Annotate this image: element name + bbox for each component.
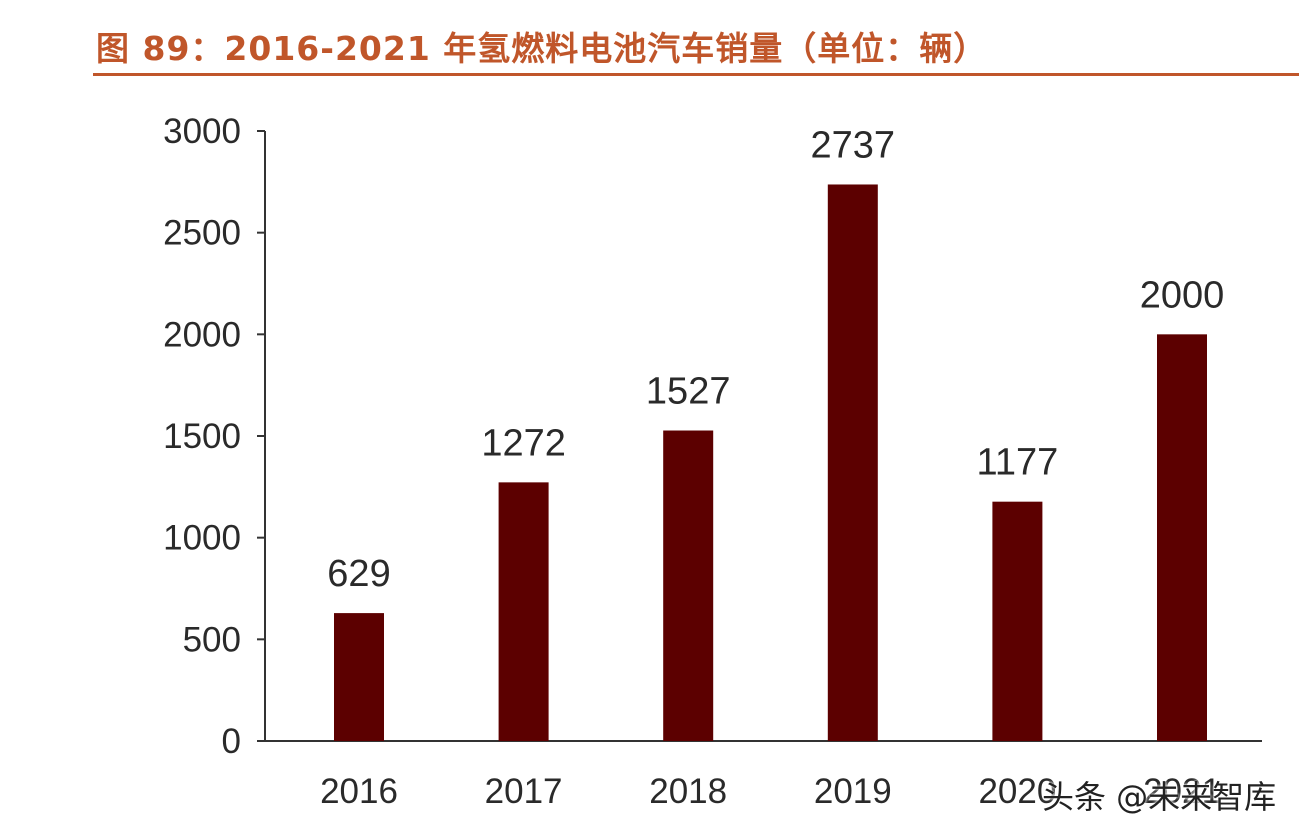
- data-label-2020: 1177: [977, 442, 1059, 484]
- data-label-2019: 2737: [811, 124, 896, 166]
- watermark: 头条 @未来智库: [1042, 778, 1277, 816]
- y-tick-label: 2000: [163, 315, 241, 354]
- data-label-2017: 1272: [481, 422, 566, 464]
- y-tick-label: 2500: [163, 214, 241, 253]
- bar-2020: [992, 501, 1043, 741]
- y-tick-label: 1000: [163, 519, 241, 558]
- bars: [334, 184, 1207, 741]
- y-tick-label: 0: [222, 722, 241, 761]
- chart-title: 图 89：2016-2021 年氢燃料电池汽车销量（单位：辆）: [96, 29, 988, 68]
- x-tick-label-2019: 2019: [814, 772, 892, 811]
- data-label-2016: 629: [327, 553, 390, 595]
- bar-2019: [827, 184, 878, 741]
- data-label-2021: 2000: [1140, 274, 1225, 316]
- bar-2021: [1157, 334, 1207, 741]
- bar-2016: [334, 613, 384, 741]
- bar-2017: [498, 482, 549, 741]
- y-axis: 0 500 1000 1500 2000 2500 3000: [163, 112, 266, 761]
- x-tick-label-2021: 2021: [1143, 772, 1221, 811]
- data-label-2018: 1527: [646, 371, 731, 413]
- x-axis: 2016 2017 2018 2019 2020 2021: [265, 740, 1262, 811]
- x-tick-label-2017: 2017: [485, 772, 563, 811]
- x-tick-label-2016: 2016: [320, 772, 398, 811]
- y-tick-label: 500: [183, 620, 241, 659]
- title-underline: [93, 73, 1299, 76]
- x-tick-label-2018: 2018: [649, 772, 727, 811]
- y-tick-label: 3000: [163, 112, 241, 151]
- bar-2018: [663, 430, 714, 741]
- y-tick-label: 1500: [163, 417, 241, 456]
- x-tick-label-2020: 2020: [978, 772, 1056, 811]
- data-labels: 629 1272 1527 2737 1177 2000: [327, 124, 1224, 595]
